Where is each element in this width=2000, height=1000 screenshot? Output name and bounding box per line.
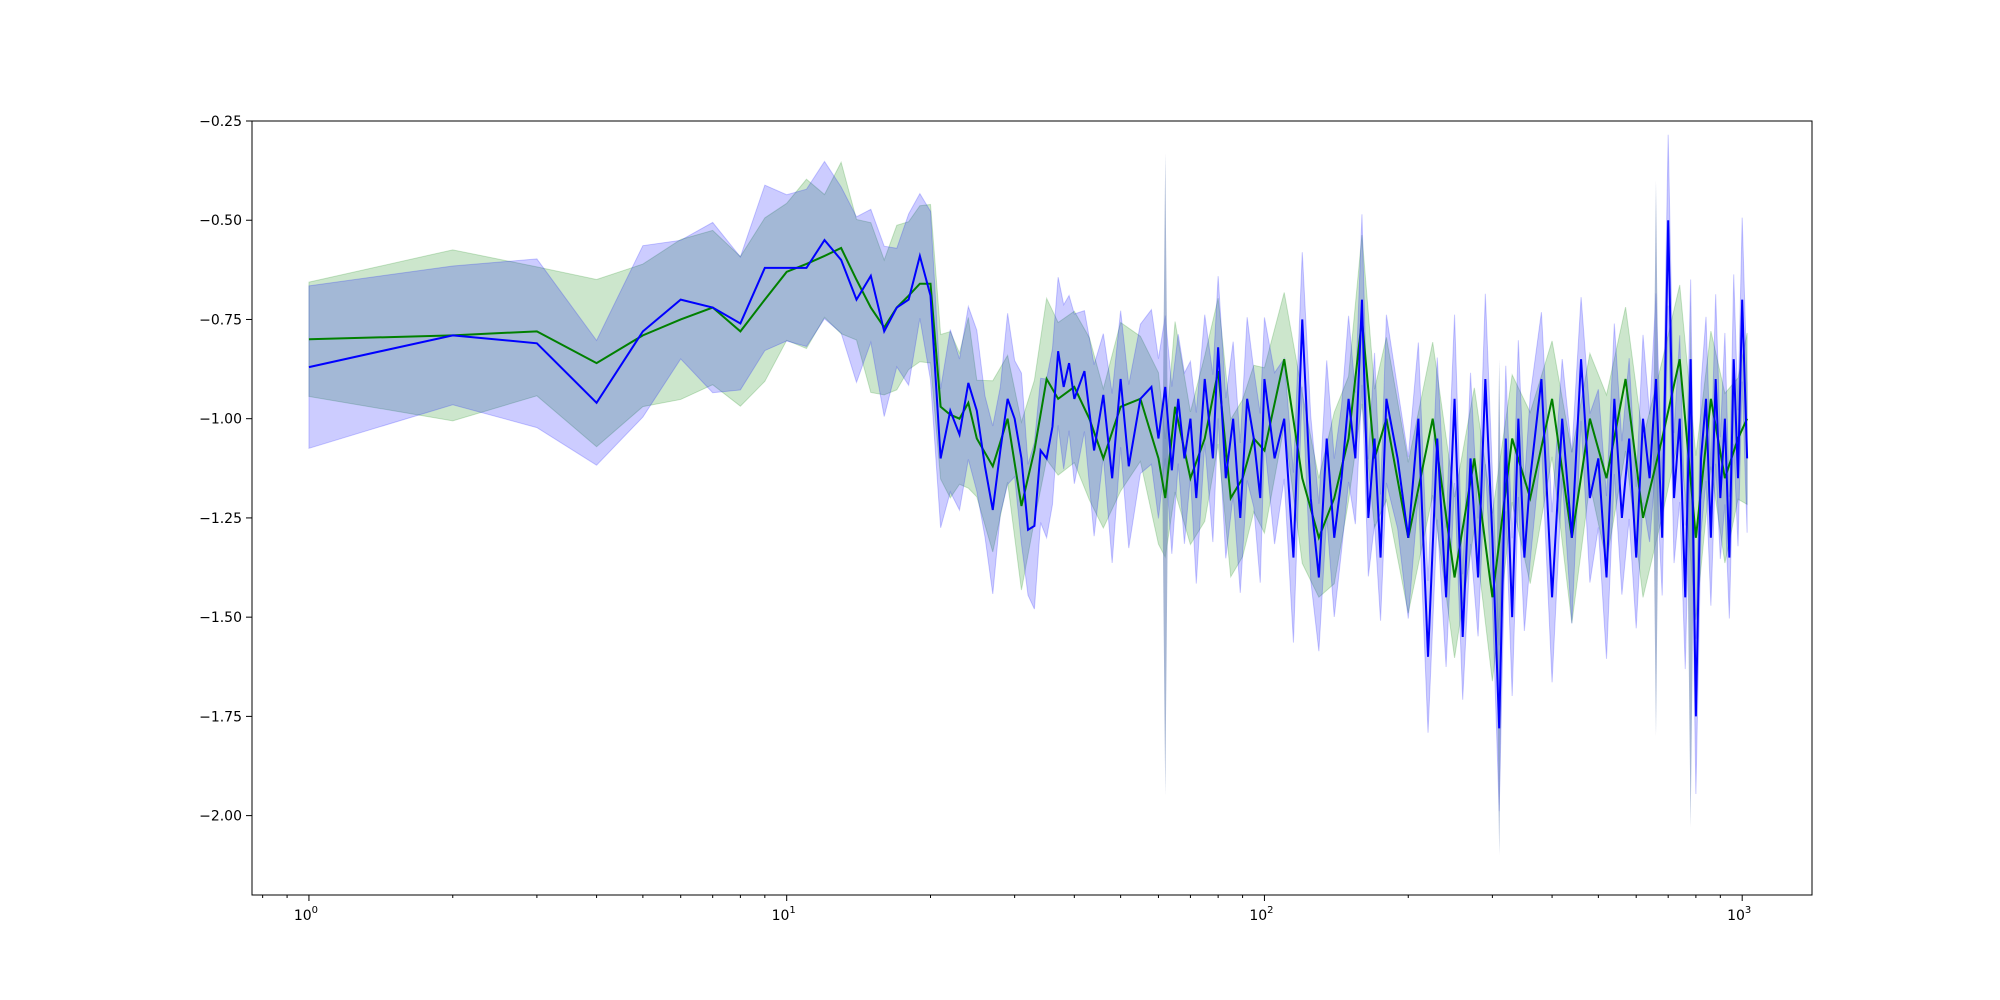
y-tick-label: −0.75 xyxy=(199,312,242,328)
y-tick-label: −1.50 xyxy=(199,610,242,626)
x-tick-label: 101 xyxy=(772,905,796,924)
series-lines xyxy=(308,220,1749,729)
y-tick-label: −1.00 xyxy=(199,412,242,428)
x-tick-label: 102 xyxy=(1249,905,1273,924)
axes-frame xyxy=(251,120,1813,896)
y-tick-label: −0.50 xyxy=(199,213,242,229)
x-axis: 100 101 102 103 xyxy=(262,895,1751,924)
y-tick-label: −1.25 xyxy=(199,511,242,527)
series-line-2 xyxy=(308,220,1749,729)
spike-band-1 xyxy=(1162,152,1169,796)
confidence-band-2 xyxy=(308,134,1748,812)
y-tick-label: −0.25 xyxy=(199,114,242,130)
x-tick-label: 103 xyxy=(1727,905,1751,924)
confidence-band-1 xyxy=(308,160,1748,682)
confidence-bands xyxy=(308,134,1748,856)
spike-band-3 xyxy=(1652,180,1659,737)
spike-band-2 xyxy=(1496,359,1503,856)
series-line-1 xyxy=(308,246,1749,598)
x-tick-label: 100 xyxy=(294,905,318,924)
y-tick-label: −2.00 xyxy=(199,809,242,825)
y-axis: −0.25 −0.50 −0.75 −1.00 −1.25 −1.50 −1.75 −2.00 xyxy=(199,114,252,825)
y-tick-label: −1.75 xyxy=(199,709,242,725)
